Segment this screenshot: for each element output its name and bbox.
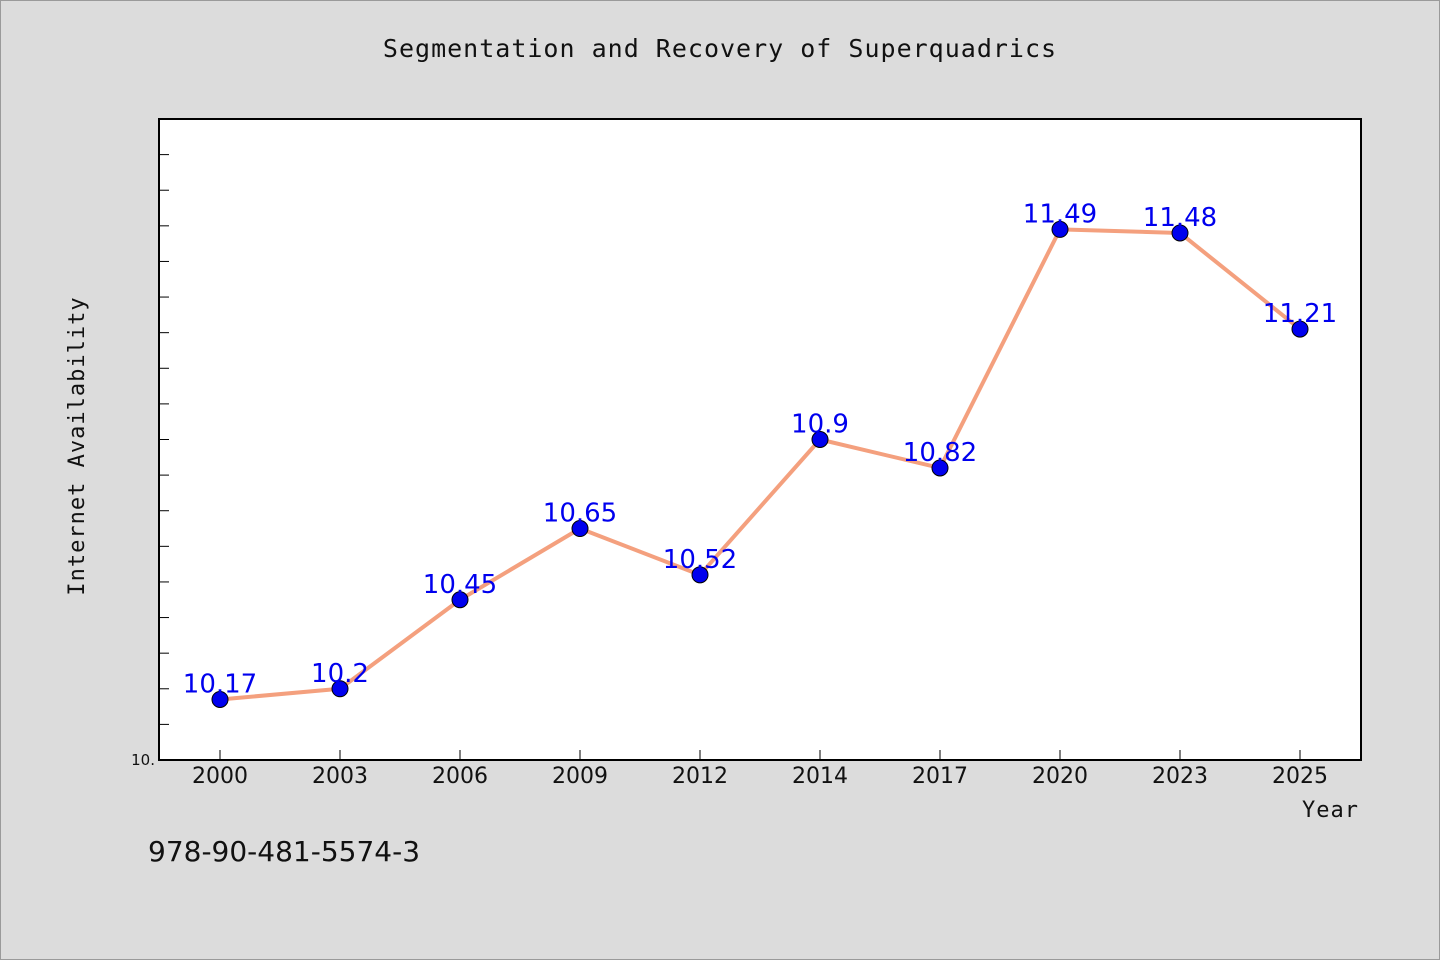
- x-tick-label: 2012: [672, 764, 728, 789]
- data-point: [211, 690, 229, 708]
- data-label: 11.48: [1143, 203, 1217, 233]
- x-tick-label: 2000: [192, 764, 248, 789]
- data-point: [931, 459, 949, 477]
- data-point: [811, 431, 829, 448]
- x-tick-label: 2009: [552, 764, 608, 789]
- data-label: 10.45: [423, 570, 497, 600]
- data-markers: [211, 220, 1309, 708]
- y-tick-label: 10.: [131, 751, 155, 769]
- data-label: 10.82: [903, 438, 977, 468]
- y-axis-title: Internet Availability: [65, 296, 90, 595]
- chart-title: Segmentation and Recovery of Superquadri…: [382, 34, 1058, 63]
- data-label: 11.49: [1023, 199, 1097, 229]
- data-label: 10.65: [543, 499, 617, 529]
- x-tick-label: 2017: [912, 764, 968, 789]
- x-axis-title: Year: [1302, 798, 1359, 823]
- series-line: [219, 227, 1302, 702]
- data-label: 11.21: [1263, 299, 1337, 329]
- data-label: 10.2: [311, 659, 369, 689]
- data-label: 10.9: [791, 410, 849, 440]
- plot-area: [158, 118, 1362, 761]
- data-label: 10.17: [183, 669, 257, 699]
- x-tick-label: 2006: [432, 764, 488, 789]
- x-tick-label: 2025: [1272, 764, 1328, 789]
- data-point: [331, 680, 349, 698]
- y-axis-ticks: 10.: [131, 118, 169, 769]
- x-tick-label: 2023: [1152, 764, 1208, 789]
- x-tick-label: 2003: [312, 764, 368, 789]
- data-labels: 10.17 10.2 10.45 10.65 10.52 10.9 10.82 11.49 11…: [183, 199, 1337, 699]
- data-label: 10.52: [663, 545, 737, 575]
- isbn-text: 978-90-481-5574-3: [148, 835, 421, 868]
- data-point: [1291, 320, 1309, 338]
- x-tick-label: 2014: [792, 764, 848, 789]
- x-axis-ticks: 2000 2003 2006 2009 2012 2014 2017 2020 2023 2025: [192, 750, 1328, 789]
- data-point: [451, 591, 469, 609]
- data-point: [691, 566, 709, 584]
- data-point: [1051, 220, 1069, 238]
- data-point: [571, 520, 589, 538]
- x-tick-label: 2020: [1032, 764, 1088, 789]
- data-point: [1171, 224, 1189, 242]
